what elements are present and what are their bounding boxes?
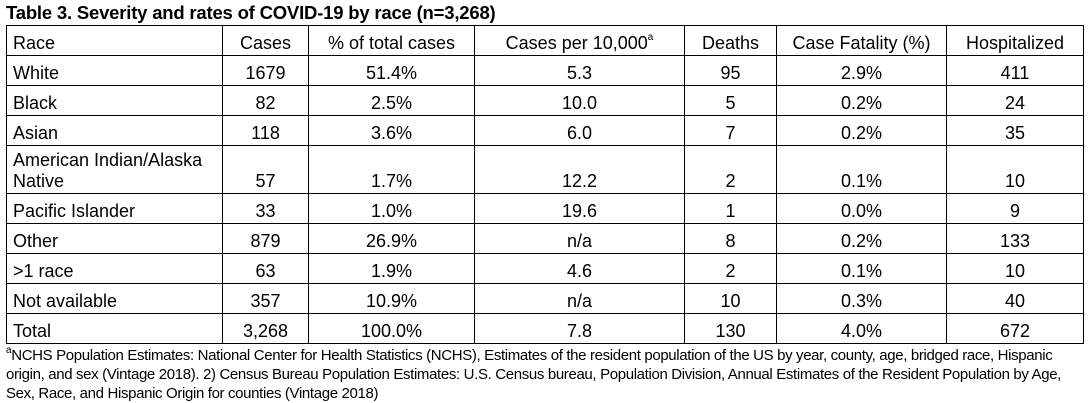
table-cell: 35 xyxy=(946,115,1084,146)
table-cell: 51.4% xyxy=(308,55,475,86)
footnote-text: NCHS Population Estimates: National Cent… xyxy=(6,347,1062,402)
table-cell: 2.9% xyxy=(776,55,947,86)
header-cell: Case Fatality (%) xyxy=(776,25,947,56)
table-cell: 130 xyxy=(684,313,777,344)
table-cell: 1.7% xyxy=(308,145,475,194)
table-cell: 4.6 xyxy=(474,253,685,284)
table-cell: 63 xyxy=(222,253,309,284)
table-cell: 26.9% xyxy=(308,223,475,254)
table-cell: 0.0% xyxy=(776,193,947,224)
table-cell: 1 xyxy=(684,193,777,224)
footnote: aNCHS Population Estimates: National Cen… xyxy=(6,346,1084,403)
table-cell: 10 xyxy=(684,283,777,314)
footnote-marker: a xyxy=(6,345,12,356)
table-cell: 7 xyxy=(684,115,777,146)
header-cell: Hospitalized xyxy=(946,25,1084,56)
table-cell: >1 race xyxy=(6,253,223,284)
table-cell: 6.0 xyxy=(474,115,685,146)
table-cell: 672 xyxy=(946,313,1084,344)
table-cell: 10.0 xyxy=(474,85,685,116)
table-row: Other 879 26.9% n/a 8 0.2% 133 xyxy=(6,223,1084,254)
table-cell: 357 xyxy=(222,283,309,314)
table-cell: 95 xyxy=(684,55,777,86)
table-row: Not available 357 10.9% n/a 10 0.3% 40 xyxy=(6,283,1084,314)
table-cell: White xyxy=(6,55,223,86)
table-cell: 1679 xyxy=(222,55,309,86)
table-row: Pacific Islander 33 1.0% 19.6 1 0.0% 9 xyxy=(6,193,1084,224)
table-cell: 0.2% xyxy=(776,85,947,116)
table-row: White 1679 51.4% 5.3 95 2.9% 411 xyxy=(6,55,1084,86)
table-cell: 0.2% xyxy=(776,223,947,254)
table-cell: 0.3% xyxy=(776,283,947,314)
table-cell: 19.6 xyxy=(474,193,685,224)
table-row: Black 82 2.5% 10.0 5 0.2% 24 xyxy=(6,85,1084,116)
table-row: American Indian/Alaska Native 57 1.7% 12.2 2… xyxy=(6,145,1084,194)
table-cell: 8 xyxy=(684,223,777,254)
table-cell: 40 xyxy=(946,283,1084,314)
table-cell: 3,268 xyxy=(222,313,309,344)
table-row: Asian 118 3.6% 6.0 7 0.2% 35 xyxy=(6,115,1084,146)
header-cell: Deaths xyxy=(684,25,777,56)
table-cell: 82 xyxy=(222,85,309,116)
table-cell: 7.8 xyxy=(474,313,685,344)
table-body: White 1679 51.4% 5.3 95 2.9% 411 Black 82 2.5% 10.… xyxy=(6,55,1084,344)
table-cell: 33 xyxy=(222,193,309,224)
table-cell: Black xyxy=(6,85,223,116)
table-cell: Pacific Islander xyxy=(6,193,223,224)
table-cell: Asian xyxy=(6,115,223,146)
table-cell: American Indian/Alaska Native xyxy=(6,145,223,194)
table-cell: 2 xyxy=(684,253,777,284)
table-cell: 0.2% xyxy=(776,115,947,146)
table-cell: 5 xyxy=(684,85,777,116)
table-cell: 3.6% xyxy=(308,115,475,146)
header-row: Race Cases % of total cases Cases per 10… xyxy=(6,25,1084,56)
table-cell: 0.1% xyxy=(776,145,947,194)
table-cell: Total xyxy=(6,313,223,344)
table-cell: 0.1% xyxy=(776,253,947,284)
footnote-marker: a xyxy=(647,32,654,43)
table-cell: n/a xyxy=(474,223,685,254)
table-cell: 411 xyxy=(946,55,1084,86)
table-title: Table 3. Severity and rates of COVID-19 … xyxy=(6,2,496,23)
table-cell: 5.3 xyxy=(474,55,685,86)
table-cell: 2.5% xyxy=(308,85,475,116)
covid-race-table: Race Cases % of total cases Cases per 10… xyxy=(6,25,1084,344)
header-cell: Cases xyxy=(222,25,309,56)
table-row: Total 3,268 100.0% 7.8 130 4.0% 672 xyxy=(6,313,1084,344)
table-cell: n/a xyxy=(474,283,685,314)
table-cell: 12.2 xyxy=(474,145,685,194)
table-cell: Other xyxy=(6,223,223,254)
header-cell: Race xyxy=(6,25,223,56)
table-cell: 57 xyxy=(222,145,309,194)
table-cell: 24 xyxy=(946,85,1084,116)
header-text: Cases per 10,000 xyxy=(505,33,648,53)
table-cell: 133 xyxy=(946,223,1084,254)
table-cell: 100.0% xyxy=(308,313,475,344)
table-cell: 4.0% xyxy=(776,313,947,344)
table-cell: 10 xyxy=(946,145,1084,194)
table-row: >1 race 63 1.9% 4.6 2 0.1% 10 xyxy=(6,253,1084,284)
table-cell: 118 xyxy=(222,115,309,146)
table-cell: 1.0% xyxy=(308,193,475,224)
header-cell: % of total cases xyxy=(308,25,475,56)
table-cell: 879 xyxy=(222,223,309,254)
table-cell: 9 xyxy=(946,193,1084,224)
table-cell: 1.9% xyxy=(308,253,475,284)
table-cell: 2 xyxy=(684,145,777,194)
table-cell: 10.9% xyxy=(308,283,475,314)
header-cell: Cases per 10,000a xyxy=(474,25,685,56)
table-cell: 10 xyxy=(946,253,1084,284)
table-cell: Not available xyxy=(6,283,223,314)
